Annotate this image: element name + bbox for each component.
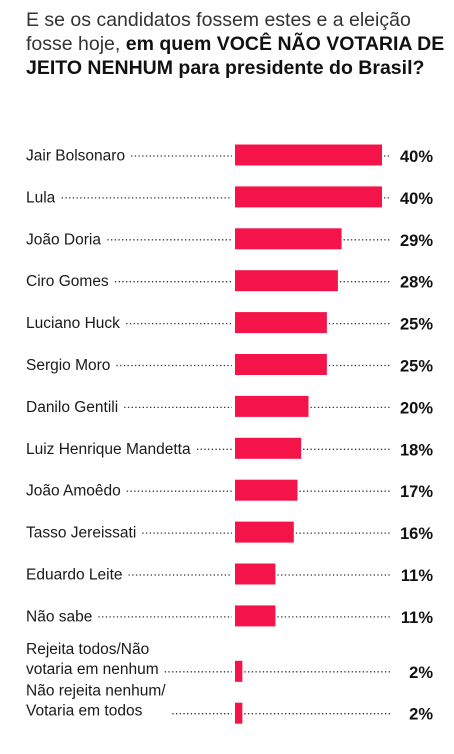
value-label: 11% xyxy=(401,609,433,627)
category-label: João Amoêdo xyxy=(26,483,121,500)
category-label: Danilo Gentili xyxy=(26,399,118,416)
bar xyxy=(235,660,243,682)
bar xyxy=(235,228,342,250)
category-label-line: Votaria em todos xyxy=(26,703,143,720)
bar xyxy=(235,702,243,724)
bar xyxy=(235,354,327,375)
category-label-line: Não rejeita nenhum/ xyxy=(26,683,166,700)
category-label-line: Jair Bolsonaro xyxy=(26,148,125,165)
bar xyxy=(235,563,276,585)
value-label: 25% xyxy=(400,358,433,376)
value-label: 20% xyxy=(400,399,433,417)
category-label: João Doria xyxy=(26,231,101,248)
category-label-line: Sergio Moro xyxy=(26,357,110,374)
value-label: 18% xyxy=(400,441,433,459)
value-label: 11% xyxy=(401,567,433,585)
category-label-line: Não sabe xyxy=(26,608,92,625)
category-label: Tasso Jereissati xyxy=(26,525,136,542)
category-label-line: Rejeita todos/Não xyxy=(26,641,149,658)
category-label-line: Lula xyxy=(26,189,56,206)
category-label: Não rejeita nenhum/Votaria em todos xyxy=(26,683,166,720)
category-label: Sergio Moro xyxy=(26,357,110,374)
category-label: Lula xyxy=(26,189,56,206)
category-label: Não sabe xyxy=(26,608,92,625)
value-label: 2% xyxy=(409,664,433,682)
category-label-line: Luciano Huck xyxy=(26,315,120,332)
value-label: 29% xyxy=(400,232,433,250)
category-label: Ciro Gomes xyxy=(26,273,109,290)
category-label-line: Ciro Gomes xyxy=(26,273,109,290)
chart-title: E se os candidatos fossem estes e a elei… xyxy=(26,8,446,80)
category-label: Rejeita todos/Não votaria em nenhum xyxy=(26,641,159,678)
value-label: 2% xyxy=(409,706,433,724)
value-label: 17% xyxy=(400,483,433,501)
category-label-line: Luiz Henrique Mandetta xyxy=(26,441,191,458)
category-label-line: votaria em nenhum xyxy=(26,661,159,678)
value-label: 40% xyxy=(400,148,433,166)
value-label: 25% xyxy=(400,316,433,334)
category-label-line: João Doria xyxy=(26,231,101,248)
bar xyxy=(235,144,382,166)
bar xyxy=(235,437,302,459)
category-label: Eduardo Leite xyxy=(26,567,123,584)
bar xyxy=(235,479,298,501)
category-label: Luiz Henrique Mandetta xyxy=(26,441,191,458)
category-label-line: Tasso Jereissati xyxy=(26,525,136,542)
category-label-line: Eduardo Leite xyxy=(26,567,123,584)
value-label: 28% xyxy=(400,274,433,292)
bar xyxy=(235,186,382,208)
category-label-line: João Amoêdo xyxy=(26,483,121,500)
category-label: Luciano Huck xyxy=(26,315,120,332)
category-label-line: Danilo Gentili xyxy=(26,399,118,416)
category-label: Jair Bolsonaro xyxy=(26,148,125,165)
bar xyxy=(235,270,338,292)
value-label: 40% xyxy=(400,190,433,208)
value-label: 16% xyxy=(400,525,433,543)
bar xyxy=(235,395,309,417)
bar xyxy=(235,521,294,543)
bar xyxy=(235,312,327,334)
title-bold-part: em quem VOCÊ NÃO VOTARIA DE JEITO NENHUM… xyxy=(26,33,445,79)
bar xyxy=(235,605,276,627)
title-light-part: E se os candidatos fossem estes e a elei… xyxy=(26,9,411,55)
